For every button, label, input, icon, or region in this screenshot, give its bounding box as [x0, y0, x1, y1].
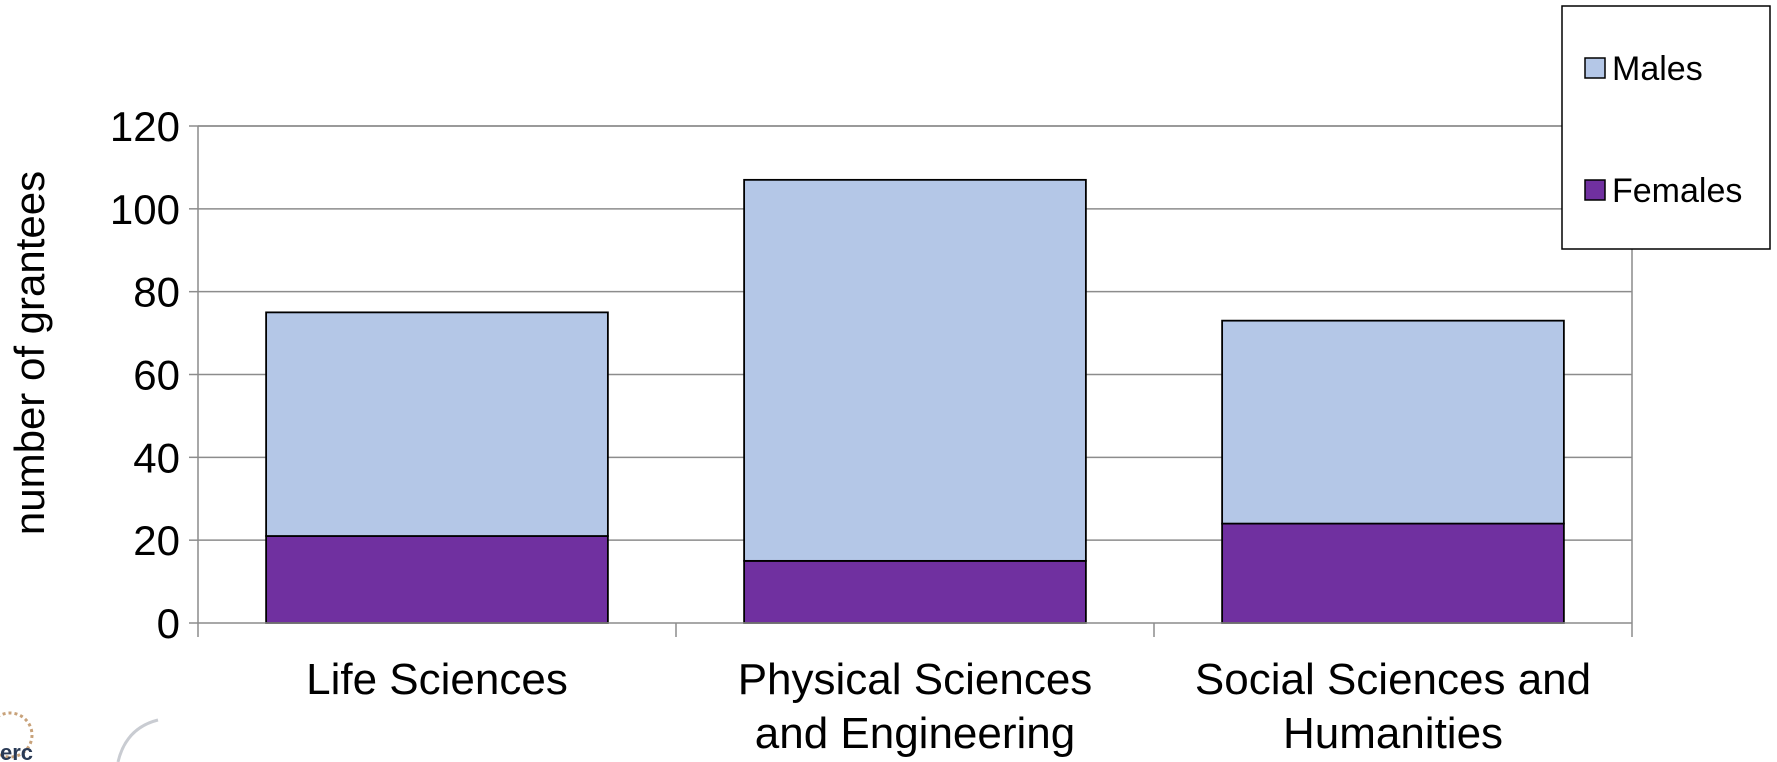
axes: [189, 125, 1633, 637]
legend-swatch-males: [1584, 57, 1606, 79]
bar-females-3: [1221, 522, 1565, 624]
x-category-label: Physical Sciences: [738, 655, 1093, 704]
y-tick-label: 120: [110, 103, 180, 150]
x-category-label: Life Sciences: [306, 655, 568, 704]
legend-label-males: Males: [1612, 50, 1703, 88]
legend-label-females: Females: [1612, 172, 1742, 210]
x-category-label: and Engineering: [755, 709, 1075, 758]
bar-males-1: [265, 311, 609, 537]
y-tick-label: 40: [133, 434, 180, 481]
bar-males-3: [1221, 319, 1565, 525]
x-category-labels: Life Sciences Physical Sciences and Engine…: [306, 655, 1591, 758]
y-tick-label: 60: [133, 352, 180, 399]
legend: Males Females: [1561, 5, 1771, 250]
legend-items: Males Females: [1584, 50, 1742, 210]
erc-logo-swirl-icon: [116, 718, 159, 762]
bar-females-1: [265, 535, 609, 624]
y-tick-labels: 0 20 40 60 80 100 120: [110, 103, 180, 647]
erc-logo-text: erc: [0, 740, 33, 762]
erc-logo: erc: [0, 711, 159, 762]
y-tick-label: 100: [110, 186, 180, 233]
bars: [265, 178, 1565, 624]
y-tick-label: 20: [133, 517, 180, 564]
bar-females-2: [743, 559, 1087, 624]
x-category-label: Social Sciences and: [1195, 655, 1591, 704]
y-tick-label: 0: [157, 600, 180, 647]
legend-box: [1561, 5, 1771, 250]
y-axis-label: number of grantees: [6, 171, 53, 535]
x-category-label: Humanities: [1283, 709, 1503, 758]
legend-swatch-females: [1584, 179, 1606, 201]
y-tick-label: 80: [133, 269, 180, 316]
erc-logo-sunburst-icon: [0, 711, 34, 759]
bar-males-2: [743, 178, 1087, 562]
